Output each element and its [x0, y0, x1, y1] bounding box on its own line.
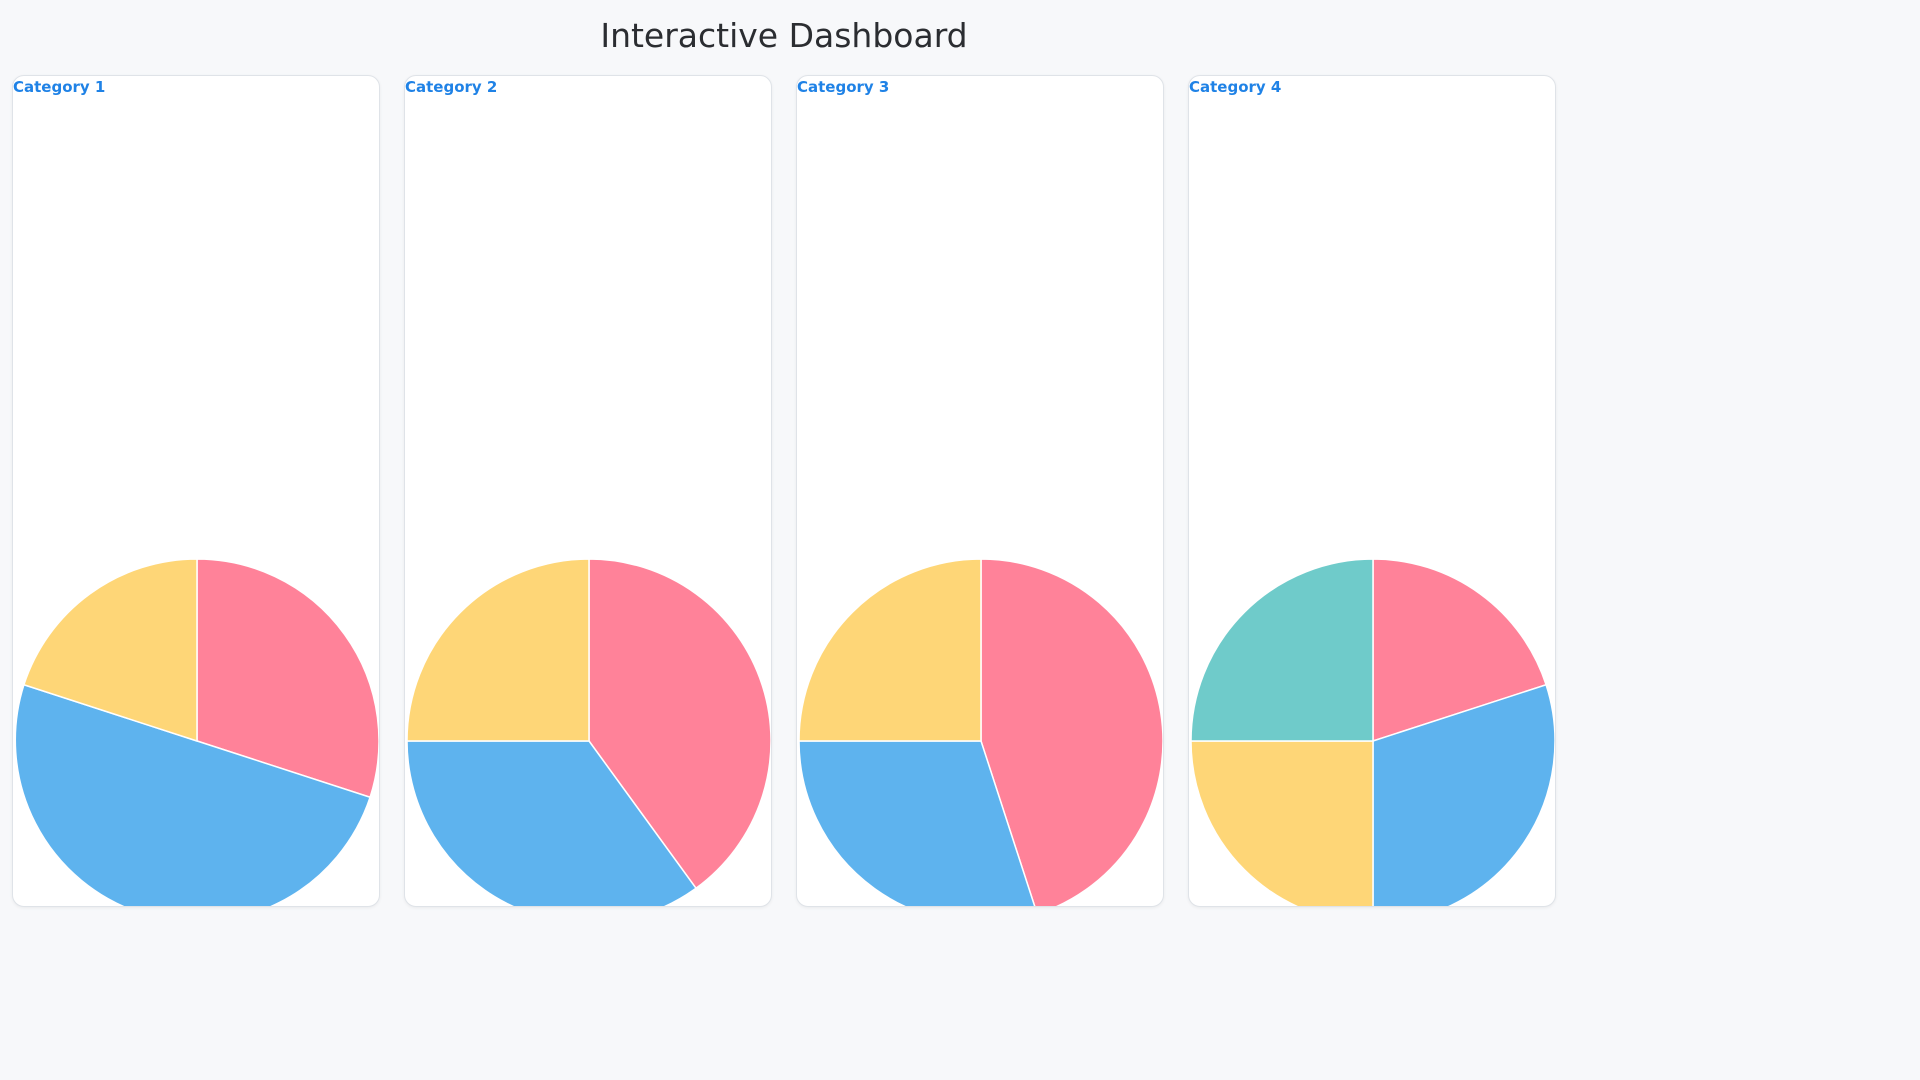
pie-chart-1 [14, 558, 379, 907]
pie-slice-3[interactable] [1190, 740, 1374, 907]
pie-chart-3 [798, 558, 1163, 907]
chart-title: Category 4 [1189, 78, 1282, 96]
pie-slice-3[interactable] [22, 558, 198, 743]
chart-card-3: Category 3 [796, 75, 1164, 907]
page-title: Interactive Dashboard [600, 16, 968, 55]
pie-slice-3[interactable] [406, 558, 590, 742]
pie-slice-1[interactable] [196, 558, 379, 799]
pie-slice-3[interactable] [798, 558, 982, 742]
chart-title: Category 2 [405, 78, 498, 96]
pie-slice-2[interactable] [1372, 683, 1555, 907]
pie-slice-1[interactable] [588, 558, 771, 890]
chart-card-2: Category 2 [404, 75, 772, 907]
pie-chart-4 [1190, 558, 1555, 907]
chart-title: Category 3 [797, 78, 890, 96]
pie-slice-2[interactable] [798, 740, 1037, 907]
dashboard-page: Interactive Dashboard Category 1 Categor… [12, 16, 1556, 907]
pie-slice-2[interactable] [406, 740, 698, 907]
chart-card-1: Category 1 [12, 75, 380, 907]
pie-slice-4[interactable] [1190, 558, 1374, 742]
chart-card-4: Category 4 [1188, 75, 1556, 907]
pie-slice-1[interactable] [1372, 558, 1548, 743]
pie-slice-1[interactable] [980, 558, 1163, 907]
pie-slice-2[interactable] [14, 683, 372, 907]
chart-title: Category 1 [13, 78, 106, 96]
pie-chart-2 [406, 558, 771, 907]
